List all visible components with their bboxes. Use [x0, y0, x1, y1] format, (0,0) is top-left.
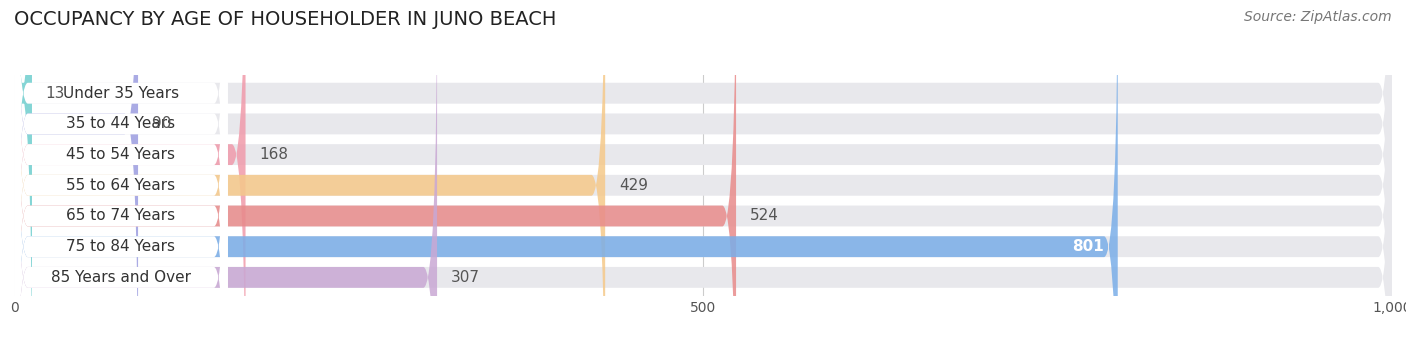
Text: Under 35 Years: Under 35 Years	[63, 86, 179, 101]
Text: 429: 429	[619, 178, 648, 193]
FancyBboxPatch shape	[14, 0, 1392, 340]
Text: 55 to 64 Years: 55 to 64 Years	[66, 178, 176, 193]
FancyBboxPatch shape	[14, 0, 246, 340]
Text: 168: 168	[259, 147, 288, 162]
Text: 85 Years and Over: 85 Years and Over	[51, 270, 191, 285]
Text: 35 to 44 Years: 35 to 44 Years	[66, 116, 176, 132]
Text: 801: 801	[1073, 239, 1104, 254]
FancyBboxPatch shape	[14, 0, 228, 340]
FancyBboxPatch shape	[14, 0, 1392, 340]
FancyBboxPatch shape	[14, 0, 1392, 340]
FancyBboxPatch shape	[14, 0, 228, 340]
Text: 13: 13	[46, 86, 65, 101]
FancyBboxPatch shape	[14, 0, 228, 340]
FancyBboxPatch shape	[14, 0, 228, 340]
Text: 45 to 54 Years: 45 to 54 Years	[66, 147, 176, 162]
Text: 65 to 74 Years: 65 to 74 Years	[66, 208, 176, 223]
FancyBboxPatch shape	[14, 0, 228, 340]
Text: 524: 524	[749, 208, 779, 223]
Text: 307: 307	[451, 270, 479, 285]
FancyBboxPatch shape	[14, 0, 138, 340]
Text: 75 to 84 Years: 75 to 84 Years	[66, 239, 176, 254]
Text: OCCUPANCY BY AGE OF HOUSEHOLDER IN JUNO BEACH: OCCUPANCY BY AGE OF HOUSEHOLDER IN JUNO …	[14, 10, 557, 29]
FancyBboxPatch shape	[14, 0, 32, 340]
FancyBboxPatch shape	[14, 0, 228, 340]
FancyBboxPatch shape	[14, 0, 1392, 340]
Text: 90: 90	[152, 116, 172, 132]
FancyBboxPatch shape	[14, 0, 1392, 340]
Text: Source: ZipAtlas.com: Source: ZipAtlas.com	[1244, 10, 1392, 24]
FancyBboxPatch shape	[14, 0, 1392, 340]
FancyBboxPatch shape	[14, 0, 437, 340]
FancyBboxPatch shape	[14, 0, 737, 340]
FancyBboxPatch shape	[14, 0, 228, 340]
FancyBboxPatch shape	[14, 0, 1118, 340]
FancyBboxPatch shape	[14, 0, 1392, 340]
FancyBboxPatch shape	[14, 0, 605, 340]
